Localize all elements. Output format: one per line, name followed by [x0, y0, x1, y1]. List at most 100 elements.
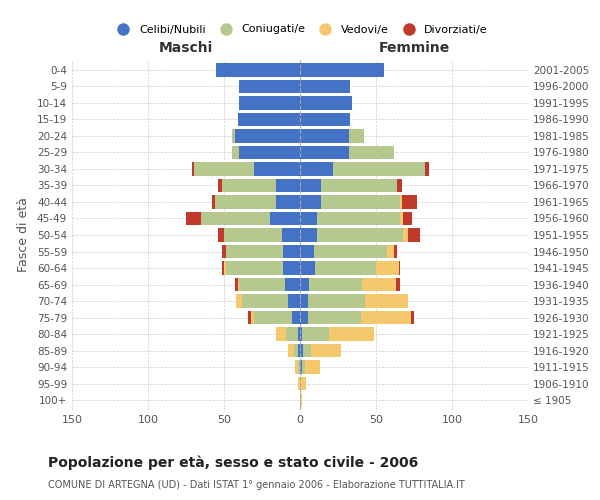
- Bar: [300, 80, 350, 93]
- Bar: [238, 113, 300, 126]
- Bar: [283, 245, 300, 258]
- Bar: [212, 196, 215, 208]
- Bar: [397, 179, 402, 192]
- Bar: [386, 245, 394, 258]
- Bar: [286, 328, 298, 340]
- Bar: [226, 262, 283, 274]
- Bar: [376, 262, 399, 274]
- Bar: [308, 311, 361, 324]
- Bar: [223, 262, 224, 274]
- Bar: [300, 360, 302, 374]
- Bar: [300, 212, 317, 225]
- Bar: [201, 212, 269, 225]
- Bar: [239, 278, 285, 291]
- Bar: [186, 212, 201, 225]
- Bar: [239, 96, 300, 110]
- Bar: [223, 179, 275, 192]
- Bar: [300, 96, 352, 110]
- Bar: [295, 360, 298, 374]
- Bar: [302, 328, 329, 340]
- Bar: [315, 262, 376, 274]
- Bar: [399, 262, 400, 274]
- Bar: [425, 162, 429, 175]
- Bar: [300, 179, 321, 192]
- Bar: [300, 162, 334, 175]
- Legend: Celibi/Nubili, Coniugati/e, Vedovi/e, Divorziati/e: Celibi/Nubili, Coniugati/e, Vedovi/e, Di…: [108, 20, 492, 39]
- Bar: [403, 212, 412, 225]
- Bar: [298, 377, 300, 390]
- Bar: [300, 228, 317, 241]
- Bar: [309, 278, 362, 291]
- Bar: [232, 146, 239, 159]
- Bar: [361, 311, 411, 324]
- Bar: [300, 146, 349, 159]
- Bar: [300, 262, 315, 274]
- Bar: [269, 212, 300, 225]
- Bar: [254, 311, 292, 324]
- Bar: [282, 228, 300, 241]
- Text: Popolazione per età, sesso e stato civile - 2006: Popolazione per età, sesso e stato civil…: [48, 455, 418, 469]
- Bar: [311, 344, 341, 357]
- Bar: [300, 113, 350, 126]
- Bar: [300, 130, 349, 142]
- Bar: [317, 228, 403, 241]
- Bar: [275, 196, 300, 208]
- Bar: [218, 179, 223, 192]
- Bar: [408, 228, 420, 241]
- Y-axis label: Fasce di età: Fasce di età: [17, 198, 30, 272]
- Bar: [248, 311, 251, 324]
- Bar: [235, 278, 238, 291]
- Bar: [238, 278, 239, 291]
- Bar: [275, 179, 300, 192]
- Bar: [321, 179, 397, 192]
- Bar: [298, 344, 300, 357]
- Bar: [288, 344, 294, 357]
- Bar: [275, 328, 286, 340]
- Bar: [400, 196, 402, 208]
- Bar: [236, 294, 242, 308]
- Bar: [300, 311, 308, 324]
- Bar: [218, 228, 224, 241]
- Bar: [362, 278, 396, 291]
- Bar: [298, 360, 300, 374]
- Bar: [224, 228, 282, 241]
- Text: COMUNE DI ARTEGNA (UD) - Dati ISTAT 1° gennaio 2006 - Elaborazione TUTTITALIA.IT: COMUNE DI ARTEGNA (UD) - Dati ISTAT 1° g…: [48, 480, 465, 490]
- Bar: [217, 64, 300, 76]
- Bar: [300, 64, 383, 76]
- Bar: [349, 146, 394, 159]
- Bar: [394, 245, 397, 258]
- Text: Maschi: Maschi: [159, 41, 213, 55]
- Bar: [303, 344, 311, 357]
- Bar: [300, 377, 306, 390]
- Bar: [223, 245, 226, 258]
- Bar: [308, 294, 365, 308]
- Bar: [300, 245, 314, 258]
- Bar: [400, 212, 403, 225]
- Bar: [302, 360, 305, 374]
- Bar: [317, 212, 400, 225]
- Bar: [329, 328, 374, 340]
- Bar: [251, 311, 254, 324]
- Bar: [283, 262, 300, 274]
- Bar: [300, 278, 309, 291]
- Bar: [300, 344, 303, 357]
- Bar: [314, 245, 386, 258]
- Bar: [403, 228, 408, 241]
- Y-axis label: Anni di nascita: Anni di nascita: [596, 188, 600, 281]
- Bar: [254, 162, 300, 175]
- Bar: [285, 278, 300, 291]
- Bar: [402, 196, 417, 208]
- Bar: [349, 130, 364, 142]
- Text: Femmine: Femmine: [379, 41, 449, 55]
- Bar: [215, 196, 275, 208]
- Bar: [224, 262, 226, 274]
- Bar: [300, 196, 321, 208]
- Bar: [334, 162, 425, 175]
- Bar: [232, 130, 235, 142]
- Bar: [294, 344, 298, 357]
- Bar: [288, 294, 300, 308]
- Bar: [194, 162, 254, 175]
- Bar: [242, 294, 288, 308]
- Bar: [192, 162, 194, 175]
- Bar: [226, 245, 283, 258]
